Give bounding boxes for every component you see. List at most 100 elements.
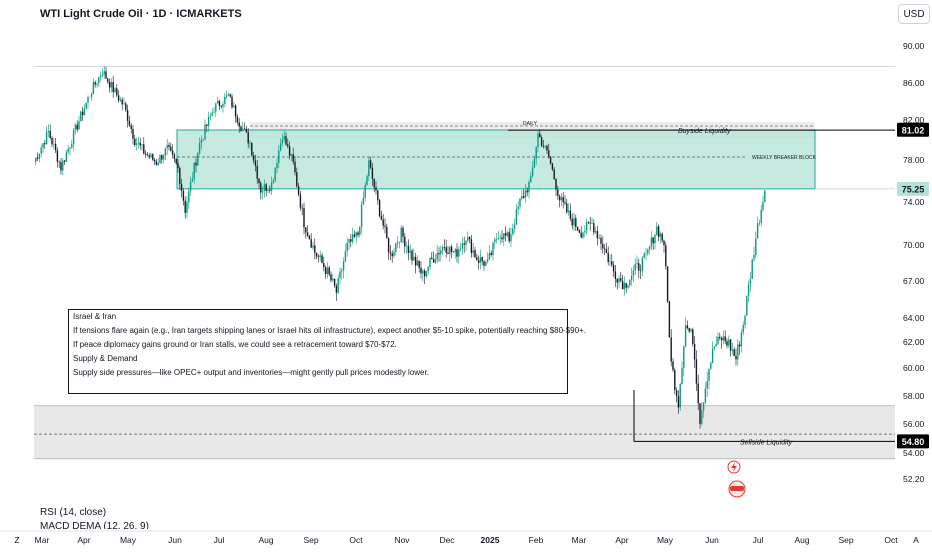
candle-body xyxy=(679,383,681,408)
candle-body xyxy=(636,263,638,265)
candle-body xyxy=(558,195,561,201)
candle-body xyxy=(735,355,737,360)
candle-body xyxy=(78,121,80,130)
candle-body xyxy=(717,336,719,344)
candle-body xyxy=(378,199,381,216)
candle-body xyxy=(501,237,503,240)
x-axis-tick-label: Mar xyxy=(35,535,50,545)
candle-body xyxy=(215,103,217,112)
currency-button[interactable]: USD xyxy=(898,4,930,24)
candle-body xyxy=(206,124,208,126)
y-axis-tick-label: 67.00 xyxy=(903,276,925,286)
candle-body xyxy=(141,144,143,146)
candle-body xyxy=(548,150,550,157)
candle-body xyxy=(537,133,539,148)
candle-body xyxy=(702,402,705,411)
candle-body xyxy=(335,285,338,293)
y-axis-tick-label: 52.20 xyxy=(903,474,925,484)
candle-body xyxy=(638,263,640,271)
candle-body xyxy=(643,253,645,258)
candle-body xyxy=(657,226,660,237)
candle-body xyxy=(96,83,98,85)
candle-body xyxy=(270,182,273,191)
candle-body xyxy=(373,178,375,188)
candle-body xyxy=(42,143,44,148)
y-axis-tick-label: 82.00 xyxy=(903,115,925,125)
candle-body xyxy=(182,190,185,201)
candle-body xyxy=(128,120,131,126)
candle-body xyxy=(107,78,109,82)
candle-body xyxy=(526,190,528,193)
candle-body xyxy=(684,325,687,347)
candle-body xyxy=(207,117,210,126)
candle-body xyxy=(699,403,701,424)
candle-body xyxy=(587,222,590,223)
candle-body xyxy=(555,179,557,190)
macd-pane-label[interactable]: MACD DEMA (12, 26, 9) xyxy=(40,521,149,529)
candle-body xyxy=(125,103,127,110)
candle-body xyxy=(364,184,366,198)
y-axis-tick-label: 56.00 xyxy=(903,419,925,429)
candle-body xyxy=(483,261,485,266)
candle-body xyxy=(290,154,293,156)
candle-body xyxy=(341,270,343,272)
candle-body xyxy=(654,234,656,244)
candle-body xyxy=(135,143,138,145)
candle-body xyxy=(738,344,741,347)
candle-body xyxy=(395,243,397,252)
candle-body xyxy=(92,82,95,94)
candle-body xyxy=(438,253,440,255)
candle-body xyxy=(204,124,206,140)
candle-body xyxy=(576,226,579,231)
candle-body xyxy=(339,271,341,279)
candle-body xyxy=(456,249,458,257)
note-line-diplomacy: If peace diplomacy gains ground or Iran … xyxy=(73,340,397,349)
candle-body xyxy=(47,131,50,132)
candle-body xyxy=(461,243,464,249)
candle-body xyxy=(731,349,734,351)
candle-body xyxy=(560,197,563,201)
candle-body xyxy=(314,245,316,253)
candle-body xyxy=(243,128,246,130)
candle-body xyxy=(535,147,537,159)
candle-body xyxy=(153,159,156,162)
candle-body xyxy=(209,115,212,118)
candle-body xyxy=(481,257,483,262)
candle-body xyxy=(666,266,669,302)
candle-body xyxy=(737,344,739,360)
candle-body xyxy=(45,131,48,145)
candle-body xyxy=(605,249,608,253)
candle-body xyxy=(346,242,348,252)
candle-body xyxy=(315,252,318,257)
candle-body xyxy=(171,150,174,155)
candle-body xyxy=(342,261,345,271)
sellside-liquidity-label: Sellside Liquidity xyxy=(740,439,793,446)
candle-body xyxy=(596,231,599,239)
candle-body xyxy=(179,167,181,185)
candle-body xyxy=(553,169,555,180)
candle-body xyxy=(368,160,370,177)
candle-body xyxy=(384,225,386,227)
candle-body xyxy=(161,154,163,160)
candle-body xyxy=(396,242,399,244)
candle-body xyxy=(467,237,469,241)
candle-body xyxy=(297,186,300,195)
candle-body xyxy=(202,139,204,141)
candle-body xyxy=(517,206,519,210)
candle-body xyxy=(452,251,455,253)
candle-body xyxy=(710,362,712,369)
candle-body xyxy=(380,215,383,220)
candle-body xyxy=(218,100,221,106)
y-axis-tick-label: 54.00 xyxy=(903,448,925,458)
candle-body xyxy=(369,160,372,168)
candle-body xyxy=(296,172,298,187)
candle-body xyxy=(722,336,725,341)
rsi-pane-label[interactable]: RSI (14, close) xyxy=(40,507,107,518)
price-tag-sellside-bg xyxy=(897,434,929,449)
weekly-breaker-label: WEEKLY BREAKER BLOCK xyxy=(752,155,817,161)
candle-body xyxy=(728,339,730,346)
candle-body xyxy=(674,370,676,391)
candle-body xyxy=(278,150,280,163)
candle-body xyxy=(593,223,595,233)
candle-body xyxy=(503,233,505,240)
